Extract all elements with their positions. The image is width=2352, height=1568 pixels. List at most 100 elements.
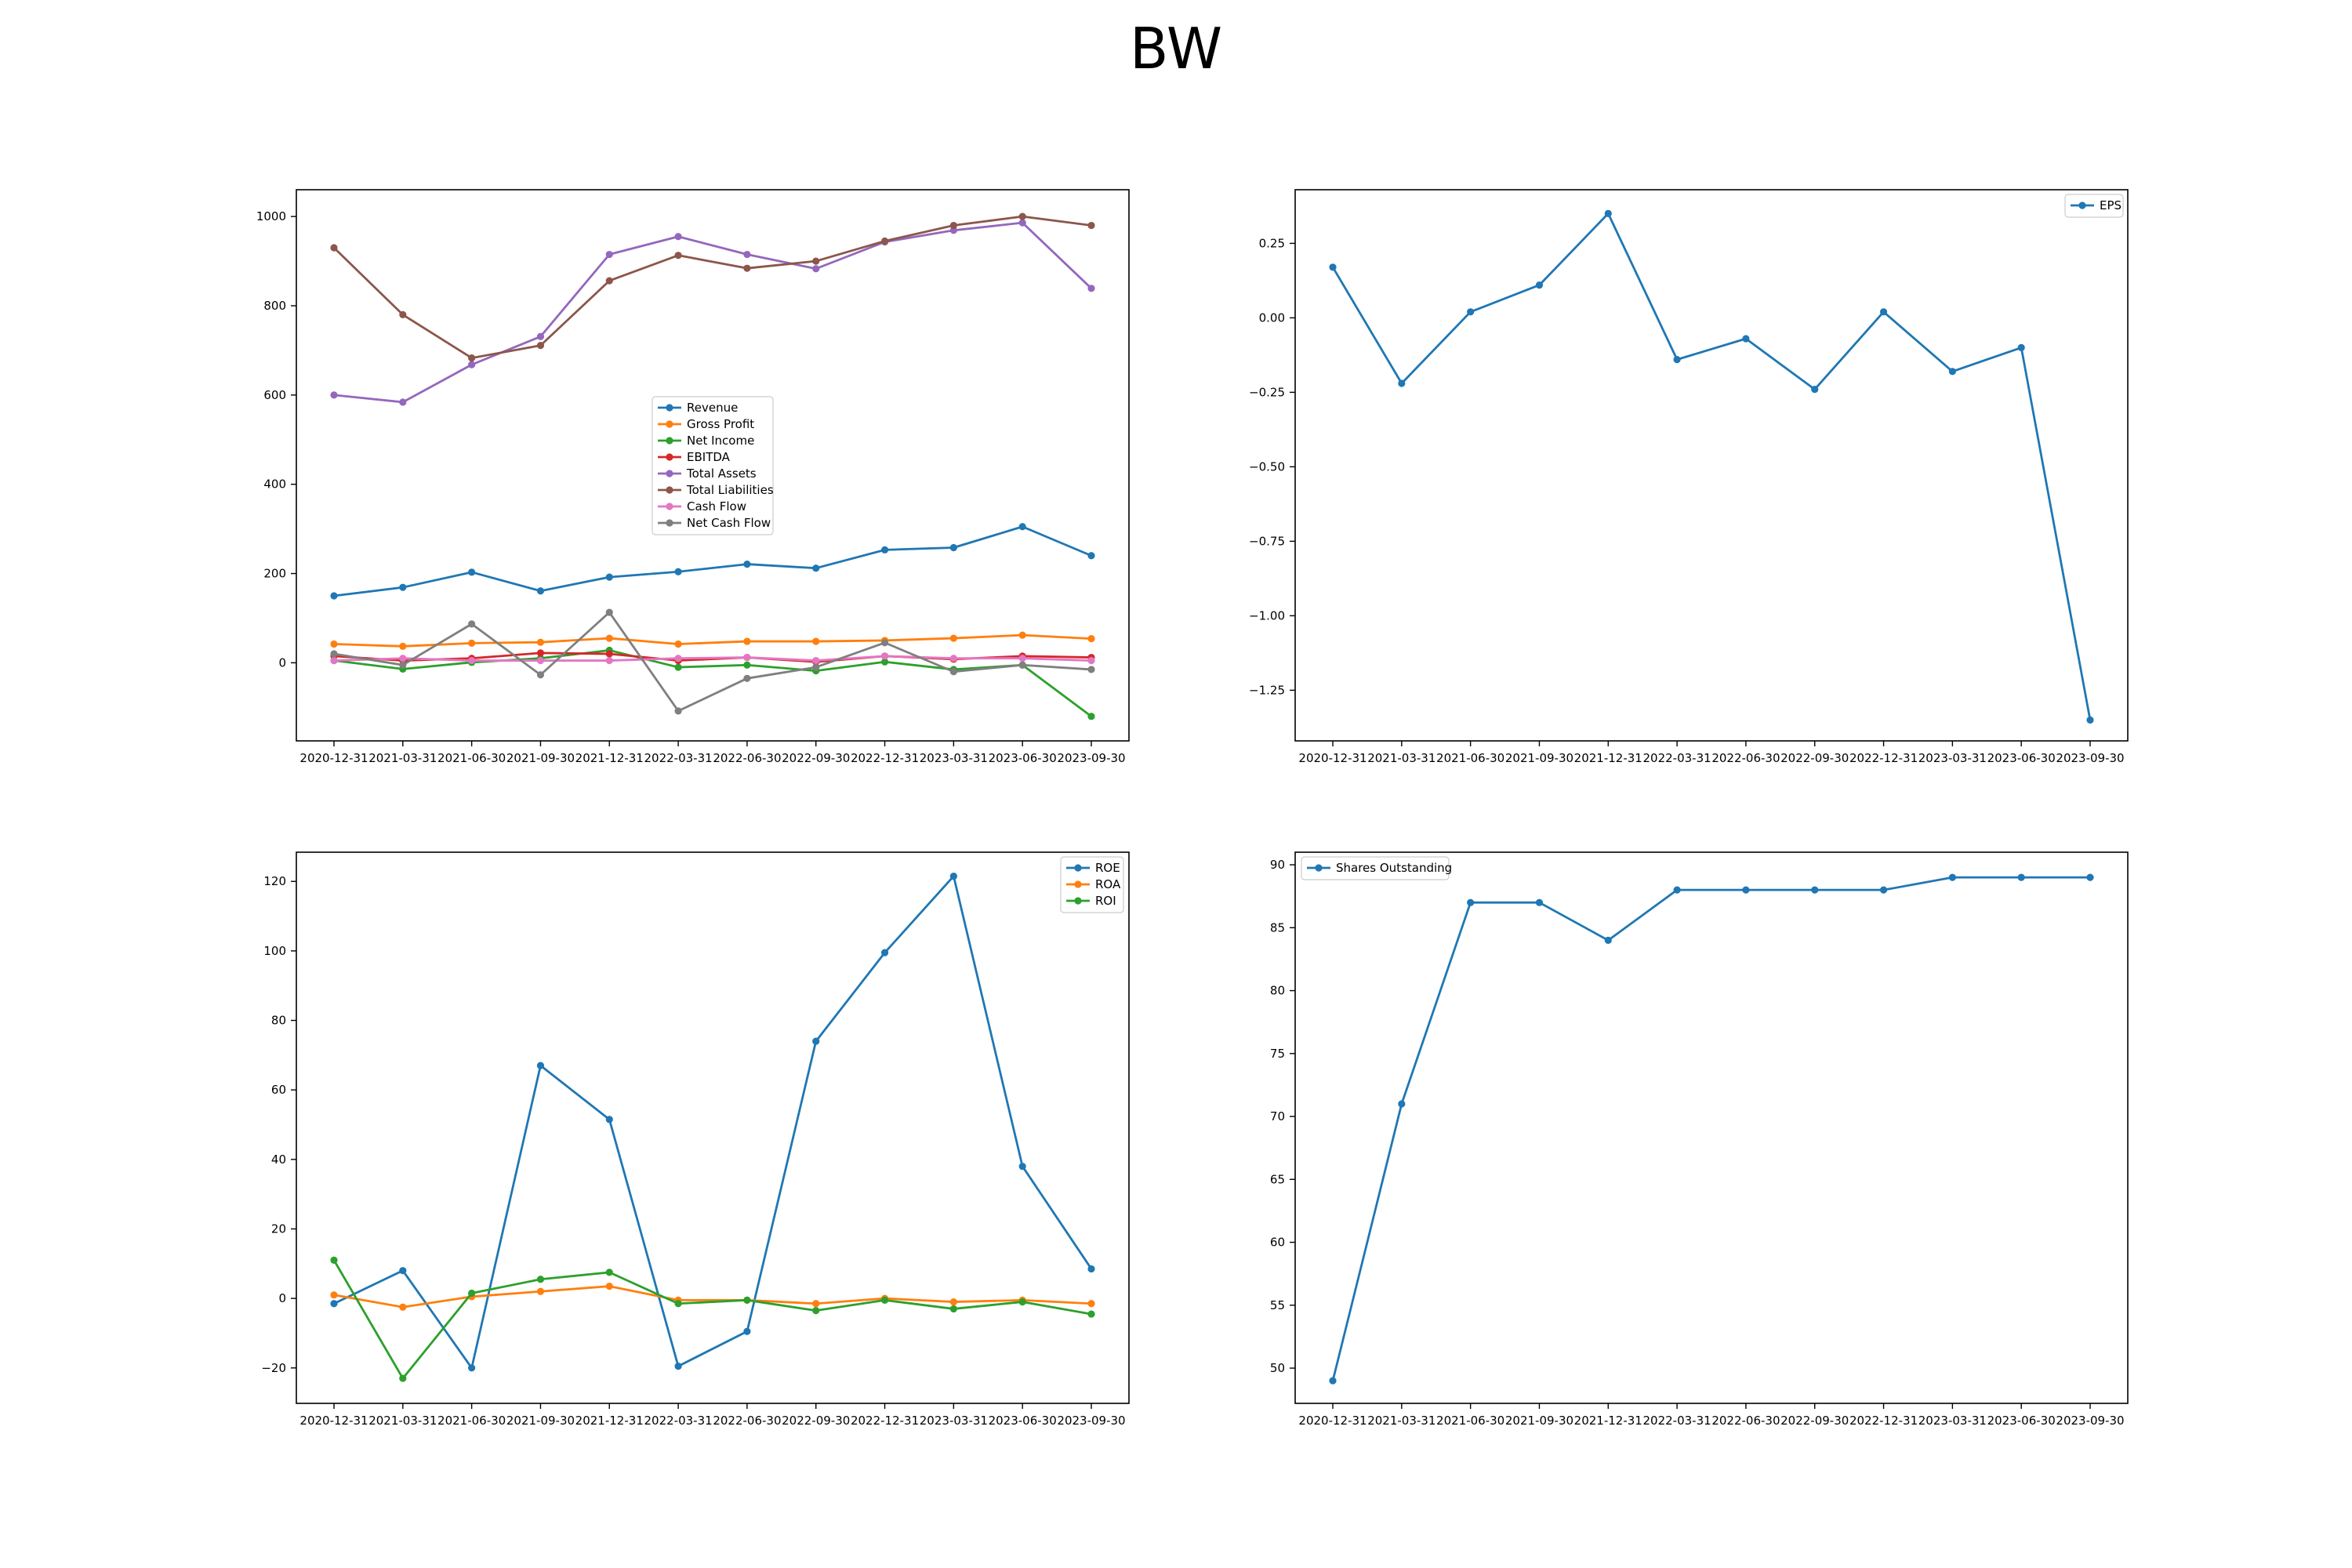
data-point-roi xyxy=(743,1296,751,1304)
data-point-eps xyxy=(1398,379,1406,387)
x-tick-label: 2022-09-30 xyxy=(782,751,850,765)
series-line-eps xyxy=(1331,212,2092,720)
data-point-eps xyxy=(2086,716,2094,724)
data-point-net-cash-flow xyxy=(536,671,545,679)
legend-swatch-marker xyxy=(666,437,673,445)
data-point-revenue xyxy=(468,568,476,576)
data-point-roe xyxy=(743,1327,751,1335)
data-point-revenue xyxy=(399,583,407,591)
x-tick-label: 2022-12-31 xyxy=(1849,1414,1918,1428)
legend-swatch-marker xyxy=(666,470,673,477)
x-tick-label: 2021-12-31 xyxy=(575,751,644,765)
data-point-cash-flow xyxy=(674,655,682,662)
data-point-roi xyxy=(468,1289,476,1298)
data-point-eps xyxy=(1811,386,1819,394)
data-point-net-cash-flow xyxy=(1018,661,1026,669)
x-tick-label: 2023-03-31 xyxy=(920,751,988,765)
y-tick-label: 60 xyxy=(271,1083,286,1097)
data-point-gross-profit xyxy=(1087,635,1095,643)
figure-title: BW xyxy=(1129,16,1223,82)
data-point-roe xyxy=(330,1300,338,1308)
data-point-cash-flow xyxy=(330,656,338,665)
data-point-roe xyxy=(674,1362,682,1370)
x-tick-label: 2021-09-30 xyxy=(1505,751,1573,765)
data-point-total-liabilities xyxy=(812,257,820,265)
data-point-roe xyxy=(468,1364,476,1372)
data-point-roa xyxy=(399,1303,407,1311)
data-point-shares-outstanding xyxy=(1535,898,1544,906)
data-point-net-cash-flow xyxy=(949,668,957,676)
data-point-net-cash-flow xyxy=(605,608,613,616)
series-line-revenue xyxy=(333,525,1092,597)
data-point-net-cash-flow xyxy=(468,620,476,628)
data-point-shares-outstanding xyxy=(1811,886,1819,894)
data-point-total-assets xyxy=(536,332,545,340)
data-point-revenue xyxy=(743,560,751,568)
x-tick-label: 2022-09-30 xyxy=(782,1414,850,1428)
data-point-total-assets xyxy=(468,361,476,368)
data-point-eps xyxy=(1742,335,1750,343)
x-tick-label: 2021-06-30 xyxy=(1436,1414,1504,1428)
legend-label: Gross Profit xyxy=(687,417,754,431)
data-point-net-cash-flow xyxy=(399,661,407,669)
data-point-roi xyxy=(605,1269,613,1276)
legend-swatch-marker xyxy=(2078,201,2086,209)
x-tick-label: 2021-03-31 xyxy=(1367,1414,1436,1428)
data-point-total-liabilities xyxy=(468,354,476,362)
x-tick-label: 2022-03-31 xyxy=(644,1414,712,1428)
legend-swatch-marker xyxy=(1074,880,1082,888)
data-point-revenue xyxy=(812,564,820,572)
x-tick-label: 2023-09-30 xyxy=(1057,751,1125,765)
x-tick-label: 2022-09-30 xyxy=(1780,1414,1849,1428)
data-point-total-assets xyxy=(674,233,682,241)
data-point-total-assets xyxy=(605,250,613,259)
data-point-total-assets xyxy=(812,265,820,273)
x-tick-label: 2022-03-31 xyxy=(1642,751,1711,765)
legend-label: ROA xyxy=(1095,877,1121,891)
data-point-gross-profit xyxy=(1018,631,1026,639)
data-point-total-liabilities xyxy=(880,237,889,245)
chart-panel-1: 2020-12-31 2021-03-31 2021-06-30 2021-09-30… xyxy=(256,189,1130,765)
data-point-shares-outstanding xyxy=(1742,886,1750,894)
data-point-eps xyxy=(1879,308,1888,316)
data-point-total-liabilities xyxy=(605,277,613,285)
data-point-shares-outstanding xyxy=(1673,886,1681,894)
y-tick-label: 60 xyxy=(1270,1236,1285,1250)
series-line-roe xyxy=(333,875,1093,1370)
x-tick-label: 2022-06-30 xyxy=(713,751,781,765)
chart-panel-4: 2020-12-31 2021-03-31 2021-06-30 2021-09-30… xyxy=(1270,851,2129,1428)
data-point-roe xyxy=(949,872,957,880)
data-point-revenue xyxy=(880,546,889,554)
data-point-roa xyxy=(536,1287,545,1295)
data-point-gross-profit xyxy=(330,640,338,648)
x-tick-label: 2021-06-30 xyxy=(1436,751,1504,765)
series-line-gross-profit xyxy=(333,633,1092,648)
plot-frame xyxy=(296,189,1130,742)
x-tick-label: 2022-06-30 xyxy=(713,1414,781,1428)
data-point-shares-outstanding xyxy=(1329,1377,1337,1385)
x-tick-label: 2021-12-31 xyxy=(575,1414,644,1428)
data-point-roi xyxy=(880,1296,889,1304)
y-tick-label: 80 xyxy=(271,1014,286,1028)
data-point-roe xyxy=(812,1037,820,1045)
data-point-roe xyxy=(605,1116,613,1123)
data-point-shares-outstanding xyxy=(1467,898,1475,906)
data-point-cash-flow xyxy=(880,652,889,660)
x-tick-label: 2023-09-30 xyxy=(2056,1414,2124,1428)
data-point-total-liabilities xyxy=(674,252,682,260)
y-tick-label: 0.00 xyxy=(1259,310,1285,325)
data-point-revenue xyxy=(1018,523,1026,531)
series-line-total-liabilities xyxy=(333,215,1092,360)
y-tick-label: 70 xyxy=(1270,1109,1285,1123)
x-tick-label: 2022-06-30 xyxy=(1711,751,1780,765)
x-tick-label: 2021-03-31 xyxy=(368,1414,437,1428)
y-tick-label: 85 xyxy=(1270,920,1285,935)
y-tick-label: 55 xyxy=(1270,1298,1285,1312)
y-tick-label: 20 xyxy=(271,1221,286,1236)
data-point-gross-profit xyxy=(674,640,682,648)
legend-box xyxy=(1301,856,1450,880)
data-point-cash-flow xyxy=(1018,655,1026,662)
data-point-roe xyxy=(399,1267,407,1275)
data-point-total-liabilities xyxy=(1018,212,1026,220)
y-tick-label: −0.25 xyxy=(1249,385,1285,399)
